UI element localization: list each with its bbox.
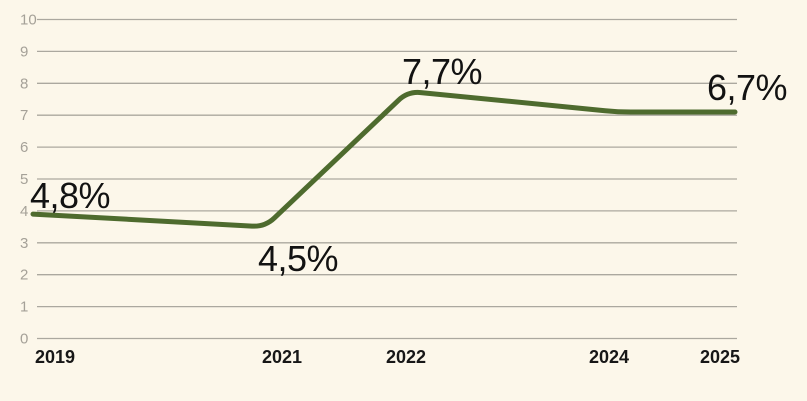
y-tick-label: 9 [20, 43, 28, 60]
y-tick-label: 3 [20, 235, 28, 252]
data-point-label: 4,5% [258, 238, 338, 279]
x-tick-label: 2021 [262, 347, 302, 367]
x-tick-label: 2024 [589, 347, 629, 367]
y-tick-label: 8 [20, 75, 28, 92]
data-point-label: 6,7% [707, 67, 787, 108]
y-tick-label: 10 [20, 12, 37, 29]
x-axis-labels: 2019 2021 2022 2024 2025 [35, 347, 740, 367]
y-axis-labels: 0 1 2 3 4 5 6 7 8 9 10 [20, 12, 37, 348]
y-tick-label: 5 [20, 171, 28, 188]
x-tick-label: 2019 [35, 347, 75, 367]
x-tick-label: 2022 [386, 347, 426, 367]
data-labels: 4,8% 4,5% 7,7% 6,7% [30, 51, 788, 279]
y-tick-label: 4 [20, 203, 28, 220]
y-tick-label: 7 [20, 107, 28, 124]
gridlines [37, 18, 737, 340]
data-line [30, 89, 738, 229]
x-tick-label: 2025 [700, 347, 740, 367]
y-tick-label: 0 [20, 331, 28, 348]
y-tick-label: 1 [20, 299, 28, 316]
data-point-label: 4,8% [30, 175, 110, 216]
y-tick-label: 6 [20, 139, 28, 156]
data-point-label: 7,7% [402, 51, 482, 92]
y-tick-label: 2 [20, 267, 28, 284]
